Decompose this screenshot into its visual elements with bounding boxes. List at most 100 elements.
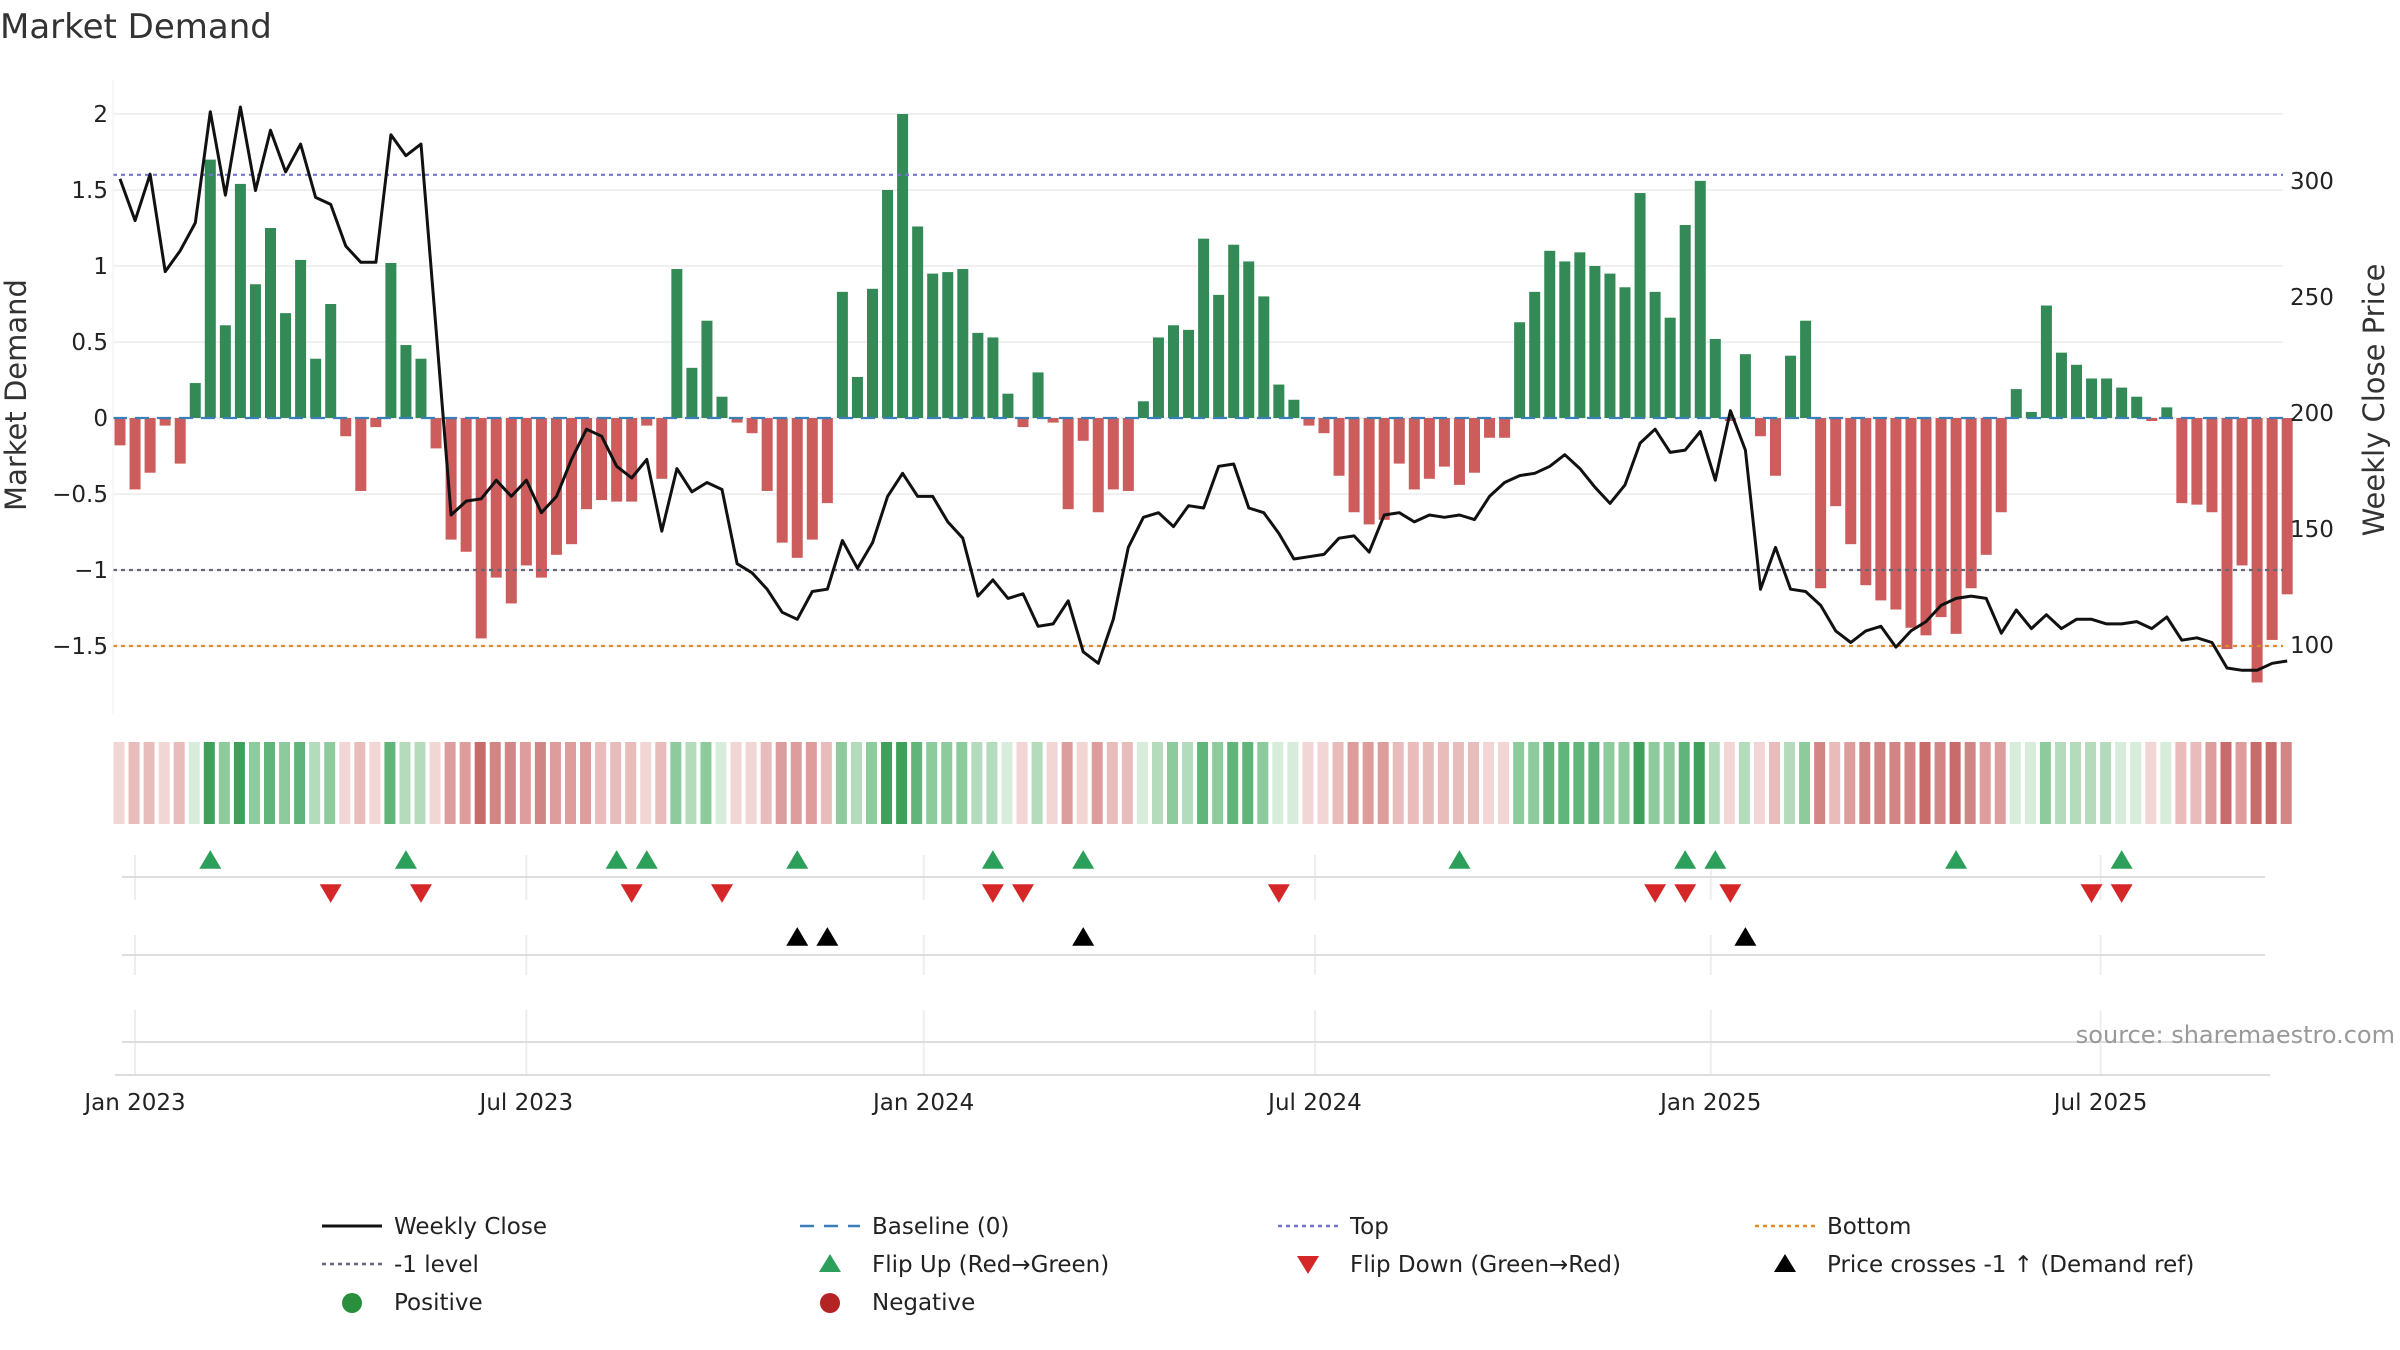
band-cell xyxy=(2024,742,2036,824)
legend-label: Positive xyxy=(394,1290,483,1316)
band-cell xyxy=(324,742,336,824)
demand-bar xyxy=(2176,418,2188,504)
demand-bar xyxy=(1333,418,1345,476)
y-tick-label: 1 xyxy=(93,254,108,280)
demand-bar xyxy=(144,418,156,473)
demand-bar xyxy=(1198,238,1210,418)
demand-bar xyxy=(836,291,848,418)
band-cell xyxy=(1031,742,1043,824)
demand-bar xyxy=(897,114,909,418)
band-cell xyxy=(685,742,697,824)
band-cell xyxy=(850,742,862,824)
y2-tick-label: 100 xyxy=(2290,633,2334,659)
band-cell xyxy=(1076,742,1088,824)
demand-bar xyxy=(2221,418,2233,650)
y2-tick-label: 300 xyxy=(2290,169,2334,195)
band-cell xyxy=(1016,742,1028,824)
demand-bar xyxy=(1273,384,1285,418)
demand-bar xyxy=(1950,418,1962,634)
band-cell xyxy=(1528,742,1540,824)
band-cell xyxy=(489,742,501,824)
band-cell xyxy=(414,742,426,824)
chart-title: Market Demand xyxy=(0,7,272,47)
band-cell xyxy=(1738,742,1750,824)
band-cell xyxy=(2100,742,2112,824)
demand-bar xyxy=(355,418,367,491)
band-cell xyxy=(1392,742,1404,824)
demand-bar xyxy=(1438,418,1450,467)
y-tick-label: −1.5 xyxy=(52,634,108,660)
band-cell xyxy=(1889,742,1901,824)
band-cell xyxy=(1437,742,1449,824)
band-cell xyxy=(670,742,682,824)
flip-down-marker xyxy=(319,884,342,903)
band-cell xyxy=(1167,742,1178,824)
flip-down-marker xyxy=(620,884,643,903)
x-tick-label: Jul 2024 xyxy=(1266,1090,1362,1116)
demand-bar xyxy=(535,418,547,578)
demand-bar xyxy=(1694,180,1706,418)
band-cell xyxy=(1407,742,1419,824)
band-cell xyxy=(354,742,366,824)
demand-bar xyxy=(1815,418,1827,589)
demand-bar xyxy=(1679,224,1691,418)
x-tick-label: Jan 2023 xyxy=(82,1090,185,1116)
band-cell xyxy=(1814,742,1826,824)
demand-bar xyxy=(204,159,216,418)
band-cell xyxy=(971,742,983,824)
demand-bar xyxy=(325,304,337,418)
demand-bar xyxy=(1649,291,1661,418)
band-cell xyxy=(1257,742,1269,824)
y-tick-label: 0 xyxy=(93,406,108,432)
legend-label: Flip Down (Green→Red) xyxy=(1350,1252,1621,1278)
y-axis-label: Market Demand xyxy=(0,279,33,511)
demand-bar xyxy=(867,288,878,418)
demand-bar xyxy=(1348,418,1360,513)
band-cell xyxy=(595,742,607,824)
demand-bar xyxy=(1559,261,1571,418)
flip-up-marker xyxy=(981,850,1004,869)
legend-item: Flip Up (Red→Green) xyxy=(819,1252,1109,1278)
band-cell xyxy=(835,742,847,824)
demand-bar xyxy=(1107,418,1119,490)
band-cell xyxy=(384,742,396,824)
legend-item: Top xyxy=(1278,1214,1389,1240)
demand-bar xyxy=(1408,418,1420,490)
demand-bar xyxy=(174,418,186,464)
demand-bar xyxy=(2266,418,2278,640)
demand-bar xyxy=(1258,296,1270,418)
demand-bar xyxy=(1754,418,1766,437)
legend-label: -1 level xyxy=(394,1252,479,1278)
band-cell xyxy=(1483,742,1495,824)
band-cell xyxy=(640,742,652,824)
flip-down-marker xyxy=(1719,884,1742,903)
flip-down-marker xyxy=(2110,884,2133,903)
flip-up-marker xyxy=(786,850,809,869)
demand-bar xyxy=(656,418,668,479)
band-cell xyxy=(1377,742,1389,824)
demand-bar xyxy=(189,383,201,418)
demand-bar xyxy=(1724,418,1736,422)
band-cell xyxy=(429,742,441,824)
band-cell xyxy=(580,742,592,824)
demand-bar xyxy=(2040,305,2052,418)
band-cell xyxy=(1663,742,1675,824)
demand-bar xyxy=(1574,252,1586,418)
flip-up-marker xyxy=(1448,850,1471,869)
band-cell xyxy=(459,742,471,824)
band-cell xyxy=(143,742,155,824)
demand-bar xyxy=(1062,418,1074,510)
demand-bar xyxy=(1137,401,1149,418)
legend-swatch-triangle-up xyxy=(1774,1254,1796,1272)
legend-item: Baseline (0) xyxy=(800,1214,1009,1240)
band-cell xyxy=(1784,742,1796,824)
demand-bar xyxy=(806,418,818,540)
x-tick-label: Jul 2025 xyxy=(2052,1090,2148,1116)
band-cell xyxy=(1513,742,1525,824)
band-cell xyxy=(1046,742,1058,824)
band-cell xyxy=(760,742,772,824)
legend-item: Weekly Close xyxy=(322,1214,547,1240)
band-cell xyxy=(655,742,667,824)
band-cell xyxy=(218,742,230,824)
